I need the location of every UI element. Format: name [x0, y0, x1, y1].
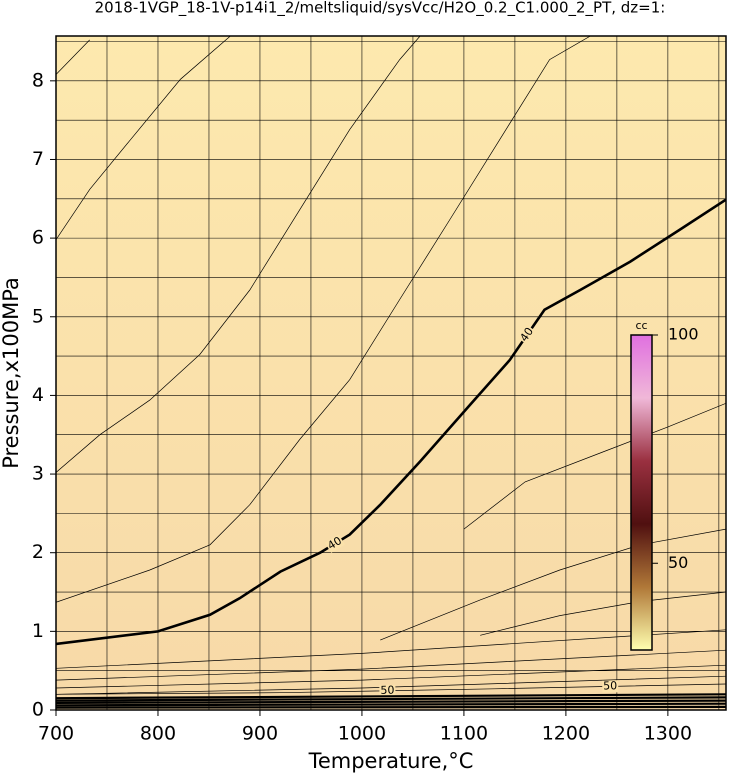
- y-tick-label: 1: [32, 620, 44, 642]
- contour-line: [56, 36, 591, 603]
- contour-label-bg: [324, 534, 345, 553]
- y-tick-label: 5: [32, 305, 44, 327]
- y-tick-label: 6: [32, 227, 44, 249]
- y-tick-label: 8: [32, 69, 44, 91]
- colorbar-tick-label: 100: [668, 325, 699, 344]
- y-tick-label: 4: [32, 384, 44, 406]
- x-tick-label: 1100: [440, 723, 488, 745]
- contour-line: [56, 629, 726, 669]
- contour-label: 50: [603, 679, 617, 692]
- axes: 700 800 900 1000 1100 1200 1300 0 1 2 3 4 5 6 7 8: [32, 35, 727, 745]
- contour-line: [56, 705, 726, 709]
- y-tick-label: 0: [32, 699, 44, 721]
- contour-line: [56, 649, 726, 681]
- contour-line: [56, 664, 726, 689]
- contour-line: [56, 39, 90, 75]
- contour-line: [56, 702, 726, 707]
- x-tick-label: 700: [38, 723, 74, 745]
- contour-line: [56, 696, 726, 702]
- x-tick-label: 1000: [338, 723, 386, 745]
- contour-label-bg: [602, 680, 619, 693]
- contour-line: [480, 591, 726, 636]
- plot-background: [56, 36, 726, 710]
- plot-frame: [55, 35, 727, 711]
- x-tick-label: 1300: [644, 723, 692, 745]
- contour-line: [56, 198, 726, 646]
- contour-line: [56, 675, 726, 695]
- colorbar: [630, 334, 653, 651]
- contour-line: [56, 36, 231, 240]
- contour-line: [463, 402, 726, 530]
- contour-label: 40: [325, 534, 344, 552]
- x-tick-label: 1200: [542, 723, 590, 745]
- contour-label: 50: [380, 684, 394, 697]
- y-tick-label: 7: [32, 148, 44, 170]
- y-axis-label: Pressure,x100MPa: [0, 277, 23, 469]
- contour-label-bg: [379, 684, 396, 697]
- y-tick-label: 2: [32, 541, 44, 563]
- contour-label-bg: [517, 324, 537, 345]
- x-tick-label: 900: [242, 723, 278, 745]
- x-tick-label: 800: [140, 723, 176, 745]
- contour-line: [56, 699, 726, 704]
- colorbar-tick-label: 50: [668, 553, 688, 572]
- contour-line: [56, 36, 421, 473]
- contour-line: [56, 693, 726, 700]
- contour-line: [380, 528, 726, 641]
- x-axis-label: Temperature,°C: [308, 749, 474, 773]
- chart-title: 2018-1VGP_18-1V-p14i1_2/meltsliquid/sysV…: [95, 0, 666, 18]
- y-tick-label: 3: [32, 463, 44, 485]
- colorbar-label: cc: [635, 319, 647, 332]
